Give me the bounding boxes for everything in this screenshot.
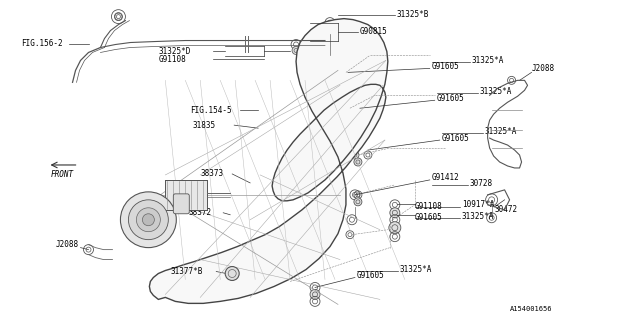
Text: 31325*A: 31325*A [400,265,432,274]
Text: FRONT: FRONT [51,171,74,180]
Text: G91108: G91108 [158,55,186,64]
Text: 31325*A: 31325*A [484,127,517,136]
Circle shape [142,214,154,226]
Text: G91412: G91412 [432,173,460,182]
Circle shape [336,74,344,82]
Polygon shape [149,19,388,303]
Text: 38373: 38373 [200,169,223,179]
Text: J2088: J2088 [56,240,79,249]
Text: 31325*B: 31325*B [397,10,429,19]
Circle shape [225,267,239,280]
Text: 31377*B: 31377*B [170,267,203,276]
Text: 10917*A: 10917*A [461,200,494,209]
Circle shape [354,158,362,166]
Text: G90815: G90815 [360,27,388,36]
Circle shape [354,198,362,206]
Text: G91605: G91605 [357,271,385,280]
Text: 31325*D: 31325*D [158,47,191,56]
Circle shape [136,208,161,232]
Text: 31325*A: 31325*A [479,87,512,96]
Text: 30472: 30472 [495,205,518,214]
Circle shape [326,25,334,33]
Text: 30728: 30728 [470,180,493,188]
Circle shape [389,222,401,234]
Bar [165,180,207,210]
Text: G91108: G91108 [415,202,442,211]
Circle shape [390,208,400,218]
Text: 31325*A: 31325*A [461,212,494,221]
Text: G91605: G91605 [436,94,465,103]
Circle shape [292,46,300,54]
Circle shape [310,289,320,300]
Text: J2088: J2088 [532,64,555,73]
Circle shape [120,192,176,248]
Text: 31835: 31835 [192,121,216,130]
Text: FIG.156-2: FIG.156-2 [20,39,62,48]
Circle shape [348,111,356,119]
Text: G91605: G91605 [432,62,460,71]
Text: G91605: G91605 [415,213,442,222]
FancyBboxPatch shape [173,194,189,214]
Text: G91605: G91605 [442,133,470,143]
Text: 38372: 38372 [188,208,211,217]
Text: 31325*A: 31325*A [472,56,504,65]
Text: FIG.154-5: FIG.154-5 [190,106,232,115]
Circle shape [129,200,168,240]
Text: A154001656: A154001656 [509,306,552,312]
